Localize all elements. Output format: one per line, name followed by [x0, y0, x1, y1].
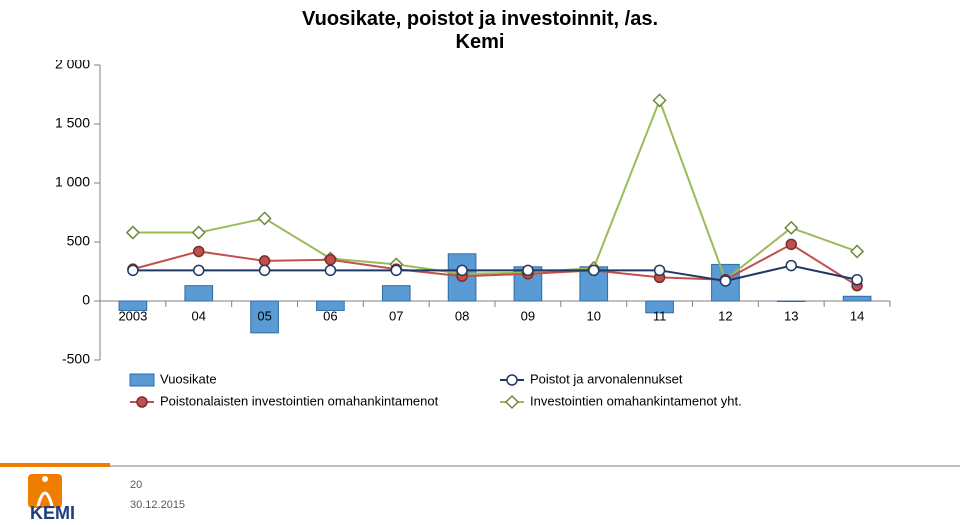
legend-marker [137, 397, 147, 407]
y-tick-label: 1 500 [55, 115, 90, 131]
legend-label: Investointien omahankintamenot yht. [530, 393, 742, 408]
legend-marker [506, 396, 518, 408]
legend-label: Poistonalaisten investointien omahankint… [160, 393, 439, 408]
series-marker [852, 275, 862, 285]
kemi-logo: KEMI [28, 466, 118, 521]
series-line [133, 100, 857, 279]
legend-label: Vuosikate [160, 371, 217, 386]
series-marker [260, 256, 270, 266]
title-line-1: Vuosikate, poistot ja investoinnit, /as. [302, 8, 658, 30]
chart-container: -500 0 500 1 000 1 500 2 000 2003 04 05 06 07 08 09 1… [30, 60, 900, 420]
x-tick-label: 09 [521, 309, 535, 324]
series-marker [523, 265, 533, 275]
x-tick-label: 05 [257, 309, 271, 324]
series-marker [457, 265, 467, 275]
title-line-2: Kemi [456, 31, 505, 53]
x-tick-label: 04 [192, 309, 206, 324]
series-marker [720, 276, 730, 286]
series-marker [260, 265, 270, 275]
logo-dot [42, 476, 48, 482]
series-line [133, 244, 857, 285]
bar [843, 296, 871, 301]
y-tick-label: 0 [82, 292, 90, 308]
bar [185, 286, 213, 301]
series-marker [194, 265, 204, 275]
footer-divider [0, 465, 960, 467]
logo-text: KEMI [30, 503, 75, 521]
series-marker [128, 265, 138, 275]
series-marker [259, 212, 271, 224]
series-marker [655, 265, 665, 275]
series-marker [325, 255, 335, 265]
page-number: 20 [130, 479, 142, 491]
legend-marker [507, 375, 517, 385]
bar [777, 301, 805, 302]
series-marker [654, 94, 666, 106]
page-title: Vuosikate, poistot ja investoinnit, /as.… [0, 8, 960, 54]
x-tick-label: 06 [323, 309, 337, 324]
series-marker [193, 227, 205, 239]
x-tick-label: 07 [389, 309, 403, 324]
x-tick-label: 2003 [118, 309, 147, 324]
x-tick-label: 08 [455, 309, 469, 324]
series-marker [589, 265, 599, 275]
bar [382, 286, 410, 301]
series-marker [127, 227, 139, 239]
page-date: 30.12.2015 [130, 499, 185, 511]
series-marker [325, 265, 335, 275]
series-marker [391, 265, 401, 275]
y-tick-label: 500 [67, 233, 91, 249]
y-tick-label: 2 000 [55, 60, 90, 72]
chart-svg: -500 0 500 1 000 1 500 2 000 2003 04 05 06 07 08 09 1… [30, 60, 900, 420]
x-tick-label: 13 [784, 309, 798, 324]
series-marker [194, 246, 204, 256]
series-marker [786, 261, 796, 271]
legend-label: Poistot ja arvonalennukset [530, 371, 683, 386]
series-marker [851, 245, 863, 257]
y-tick-label: 1 000 [55, 174, 90, 190]
legend-swatch [130, 374, 154, 386]
x-tick-label: 14 [850, 309, 864, 324]
x-tick-label: 11 [653, 309, 667, 324]
y-tick-label: -500 [62, 351, 90, 367]
x-tick-label: 12 [718, 309, 732, 324]
series-marker [786, 239, 796, 249]
x-tick-label: 10 [587, 309, 601, 324]
